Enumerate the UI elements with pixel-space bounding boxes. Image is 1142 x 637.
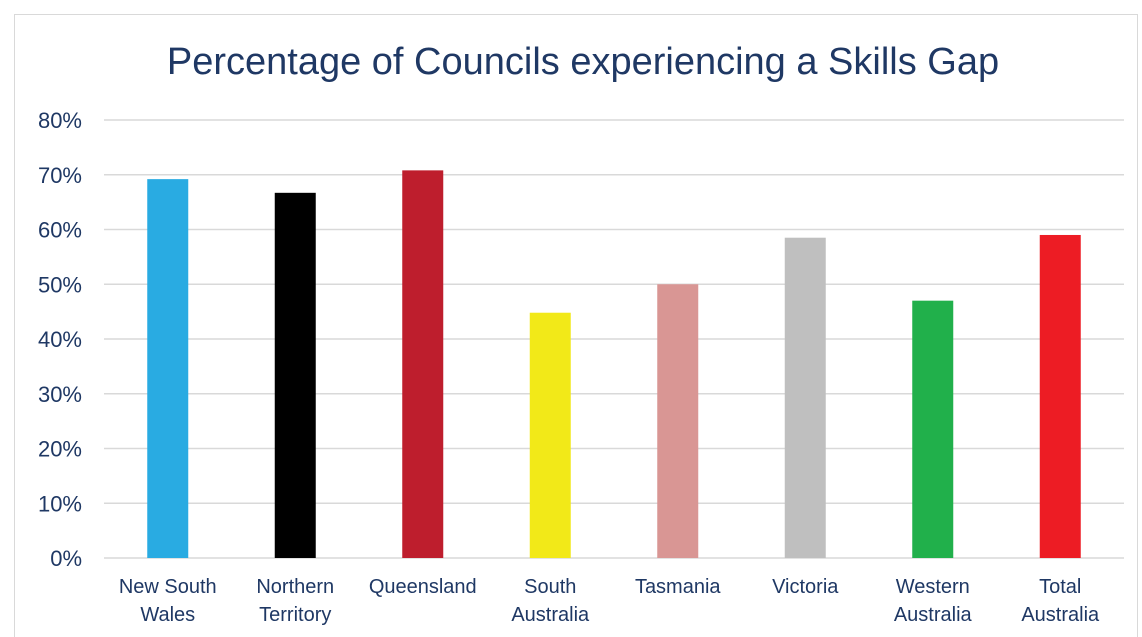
y-tick-label: 50% [38, 272, 82, 297]
bar [657, 284, 699, 558]
x-tick-label: Territory [259, 604, 331, 626]
x-tick-label: Queensland [369, 576, 477, 598]
y-tick-label: 70% [38, 163, 82, 188]
x-tick-label: Tasmania [635, 576, 721, 598]
bar [274, 192, 316, 558]
bar [1039, 234, 1081, 558]
x-tick-label: New South [119, 576, 217, 598]
y-tick-label: 0% [50, 546, 82, 571]
bar [402, 170, 444, 558]
bar [529, 312, 571, 558]
y-tick-label: 80% [38, 108, 82, 133]
x-tick-label: Northern [256, 576, 334, 598]
bars [147, 170, 1081, 558]
y-tick-label: 10% [38, 491, 82, 516]
y-tick-label: 60% [38, 218, 82, 243]
x-tick-label: Western [896, 576, 970, 598]
y-tick-label: 40% [38, 327, 82, 352]
bar [147, 179, 189, 558]
x-tick-label: Victoria [772, 576, 839, 598]
x-tick-label: Australia [511, 604, 590, 626]
chart-title: Percentage of Councils experiencing a Sk… [167, 41, 999, 83]
x-tick-label: South [524, 576, 576, 598]
x-tick-label: Wales [140, 604, 195, 626]
gridlines [104, 119, 1124, 559]
x-tick-label: Total [1039, 576, 1081, 598]
x-axis-ticks: New South Wales Northern Territory Queenslan… [119, 576, 1100, 626]
x-tick-label: Australia [894, 604, 973, 626]
x-tick-label: Australia [1021, 604, 1100, 626]
y-tick-label: 20% [38, 437, 82, 462]
y-axis-ticks: 0% 10% 20% 30% 40% 50% 60% 70% 80% [38, 108, 82, 571]
bar [784, 237, 826, 558]
y-tick-label: 30% [38, 382, 82, 407]
bar [912, 300, 954, 558]
